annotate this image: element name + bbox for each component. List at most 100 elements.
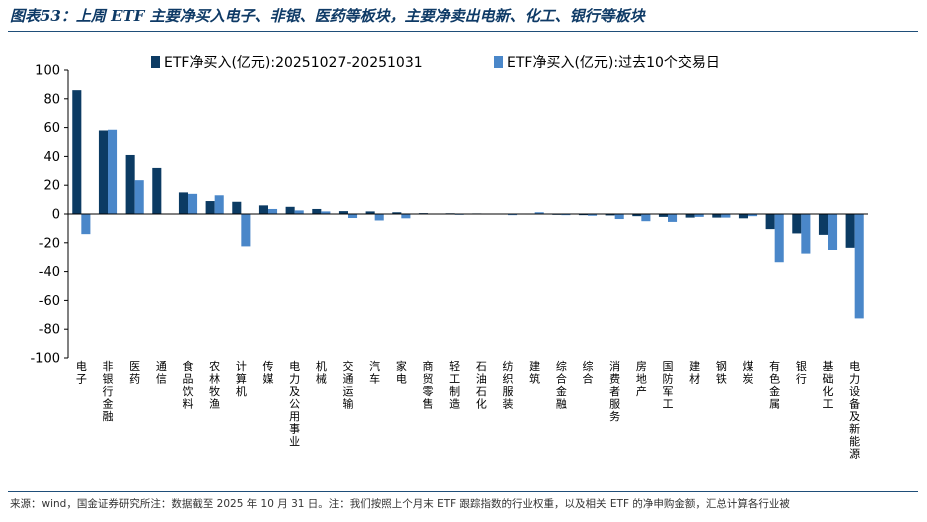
bar-series2 <box>561 214 571 216</box>
bar-series2 <box>188 193 198 214</box>
bar-series2 <box>801 214 811 254</box>
bar-series2 <box>108 129 118 214</box>
bar-series2 <box>614 214 624 220</box>
bar-series2 <box>401 214 411 219</box>
bar-series2 <box>241 214 251 247</box>
x-tick-label: 综合 <box>583 359 594 386</box>
bar-series2 <box>641 214 651 222</box>
legend-label-series2: ETF净买入(亿元):过去10个交易日 <box>507 54 720 71</box>
x-tick-label: 传媒 <box>263 360 274 386</box>
chart-legend: ETF净买入(亿元):20251027-20251031 ETF净买入(亿元):… <box>151 54 720 71</box>
bar-series1 <box>632 214 642 217</box>
x-tick-label: 非银行金融 <box>103 360 114 423</box>
x-tick-label: 纺织服装 <box>503 359 514 411</box>
source-note: 来源：wind，国金证券研究所注：数据截至 2025 年 10 月 31 日。注… <box>10 498 790 510</box>
x-tick-label: 建材 <box>689 359 700 386</box>
bar-series2 <box>588 214 598 216</box>
x-tick-label: 机械 <box>316 359 327 386</box>
x-tick-label: 建筑 <box>529 359 540 386</box>
y-tick-label: -40 <box>39 265 60 280</box>
y-tick-label: -100 <box>30 352 60 367</box>
bar-series2 <box>294 210 304 214</box>
x-tick-label: 商贸零售 <box>423 359 434 411</box>
bar-series1 <box>205 201 215 214</box>
y-tick-label: 0 <box>52 208 60 223</box>
legend-label-series1: ETF净买入(亿元):20251027-20251031 <box>164 55 423 71</box>
bar-series2 <box>694 214 704 217</box>
y-tick-label: 40 <box>43 150 60 165</box>
y-tick-label: -60 <box>39 294 60 309</box>
x-tick-label: 综合金融 <box>556 359 567 411</box>
x-tick-label: 汽车 <box>369 359 380 386</box>
x-tick-label: 计算机 <box>236 360 247 398</box>
bar-series1 <box>605 214 615 216</box>
legend-swatch-series2 <box>494 56 503 68</box>
bar-series1 <box>338 211 348 214</box>
bar-series1 <box>818 214 828 235</box>
bar-series1 <box>792 214 802 234</box>
figure-title: 图表53：上周 ETF 主要净买入电子、非银、医药等板块，主要净卖出电新、化工、… <box>10 7 645 25</box>
bar-series1 <box>658 214 668 217</box>
bar-series1 <box>685 214 695 218</box>
x-tick-label: 银行 <box>796 359 807 386</box>
bar-series1 <box>738 214 748 219</box>
bar-series1 <box>578 214 588 216</box>
x-tick-label: 电力设备及新能源 <box>849 360 860 461</box>
bar-series2 <box>854 214 864 319</box>
x-tick-label: 食品饮料 <box>183 359 194 411</box>
y-axis: 100 80 60 40 20 0 -20 -40 -60 -80 -100 <box>30 64 69 367</box>
bar-series2 <box>214 195 224 214</box>
y-tick-label: 60 <box>43 121 60 136</box>
x-tick-label: 煤炭 <box>743 360 754 386</box>
bar-series2 <box>668 214 678 222</box>
footer-rule <box>8 491 918 492</box>
bar-series2 <box>534 212 544 214</box>
bar-series1 <box>765 214 775 230</box>
bar-series2 <box>321 211 331 214</box>
bars <box>68 90 868 319</box>
bar-series1 <box>712 214 722 218</box>
legend-swatch-series1 <box>151 56 160 68</box>
bar-series1 <box>178 192 188 214</box>
x-tick-label: 消费者服务 <box>609 359 620 423</box>
bar-series2 <box>828 214 838 250</box>
bar-series2 <box>774 214 784 263</box>
x-tick-label: 钢铁 <box>716 360 727 386</box>
bar-series2 <box>81 214 91 235</box>
bar-series1 <box>285 206 295 214</box>
x-tick-label: 家电 <box>396 359 407 386</box>
x-tick-label: 电子 <box>76 360 87 386</box>
bar-series2 <box>268 208 278 214</box>
bar-series1 <box>392 212 402 214</box>
bar-series2 <box>721 214 731 218</box>
bar-series2 <box>508 214 518 216</box>
x-tick-label: 电力及公用事业 <box>289 360 300 448</box>
y-tick-label: -20 <box>39 236 60 251</box>
x-tick-label: 医药 <box>129 360 140 386</box>
bar-series1 <box>845 214 855 248</box>
bar-series2 <box>374 214 384 221</box>
bar-series1 <box>365 211 375 214</box>
x-tick-label: 交通运输 <box>343 359 354 411</box>
bar-series1 <box>258 205 268 214</box>
bar-series1 <box>125 154 135 214</box>
y-tick-label: 80 <box>43 92 60 107</box>
bar-series2 <box>748 214 758 217</box>
x-tick-label: 通信 <box>156 360 167 386</box>
bar-series1 <box>232 201 242 214</box>
x-tick-label: 基础化工 <box>823 360 834 411</box>
x-tick-label: 房地产 <box>636 360 647 398</box>
bar-series2 <box>134 180 144 214</box>
bar-series1 <box>98 130 108 214</box>
bar-series1 <box>152 167 162 214</box>
y-tick-label: 100 <box>35 64 60 79</box>
x-tick-label: 有色金属 <box>769 359 780 411</box>
bar-series1 <box>72 90 82 214</box>
x-tick-label: 国防军工 <box>663 360 674 411</box>
bar-series1 <box>312 208 322 214</box>
x-tick-label: 石油石化 <box>476 360 487 411</box>
bar-series2 <box>348 214 358 219</box>
x-tick-label: 农林牧渔 <box>209 359 220 411</box>
